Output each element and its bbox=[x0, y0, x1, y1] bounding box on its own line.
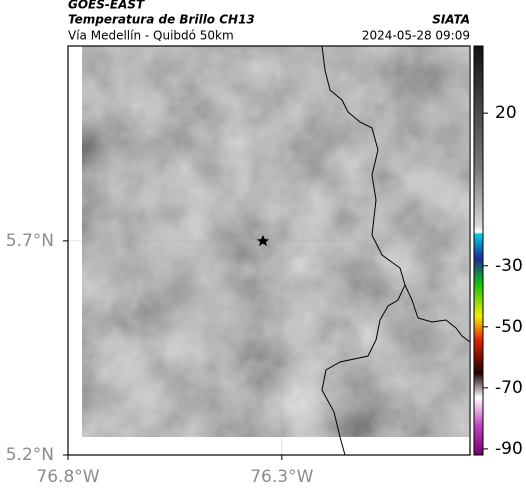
product: Temperatura de Brillo CH13 bbox=[68, 13, 255, 27]
colorbar bbox=[473, 45, 484, 456]
boundary bbox=[321, 45, 406, 456]
colorbar-tick-label: 20 bbox=[495, 103, 517, 123]
y-tick-label: 5.7°N bbox=[6, 231, 54, 251]
boundary bbox=[404, 284, 471, 343]
colorbar-tick-label: -90 bbox=[495, 439, 523, 459]
satellite: GOES-EAST bbox=[68, 0, 145, 12]
colorbar-tick-label: -50 bbox=[495, 317, 523, 337]
x-tick-label: 76.3°W bbox=[250, 467, 313, 487]
map-frame bbox=[67, 45, 471, 456]
location-marker bbox=[257, 235, 269, 246]
colorbar-tick-label: -30 bbox=[495, 256, 523, 276]
colorbar-tick-label: -70 bbox=[495, 378, 523, 398]
source: SIATA bbox=[432, 13, 470, 27]
region: Vía Medellín - Quibdó 50km bbox=[68, 29, 234, 43]
satellite-image bbox=[82, 46, 469, 437]
y-tick-label: 5.2°N bbox=[6, 445, 54, 465]
timestamp: 2024-05-28 09:09 bbox=[362, 29, 470, 43]
x-tick-label: 76.8°W bbox=[36, 467, 99, 487]
